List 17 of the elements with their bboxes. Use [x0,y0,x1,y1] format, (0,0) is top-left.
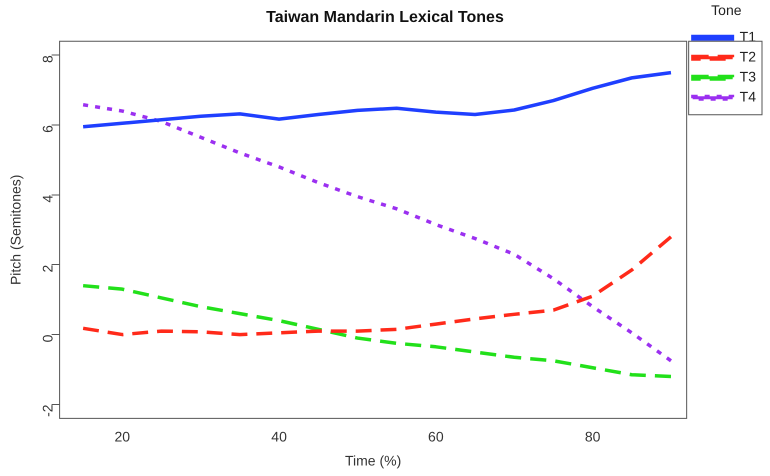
x-tick-label: 80 [584,428,601,445]
x-tick-label: 20 [114,428,130,445]
x-tick-label: 60 [428,428,444,445]
y-tick-label: 8 [39,54,56,63]
legend-title: Tone [711,2,742,18]
y-axis-title: Pitch (Semitones) [7,174,24,286]
y-tick-label: 0 [39,334,56,342]
y-tick-label: 2 [39,264,56,273]
x-tick-label: 40 [271,428,288,445]
chart-title: Taiwan Mandarin Lexical Tones [266,9,504,26]
y-tick-label: 6 [39,124,56,133]
legend-label: T4 [740,88,756,105]
y-tick-label: -2 [39,404,56,417]
legend-label: T3 [740,68,756,85]
legend-label: T2 [740,48,756,65]
x-axis-title: Time (%) [345,452,402,468]
y-tick-label: 4 [39,194,56,203]
